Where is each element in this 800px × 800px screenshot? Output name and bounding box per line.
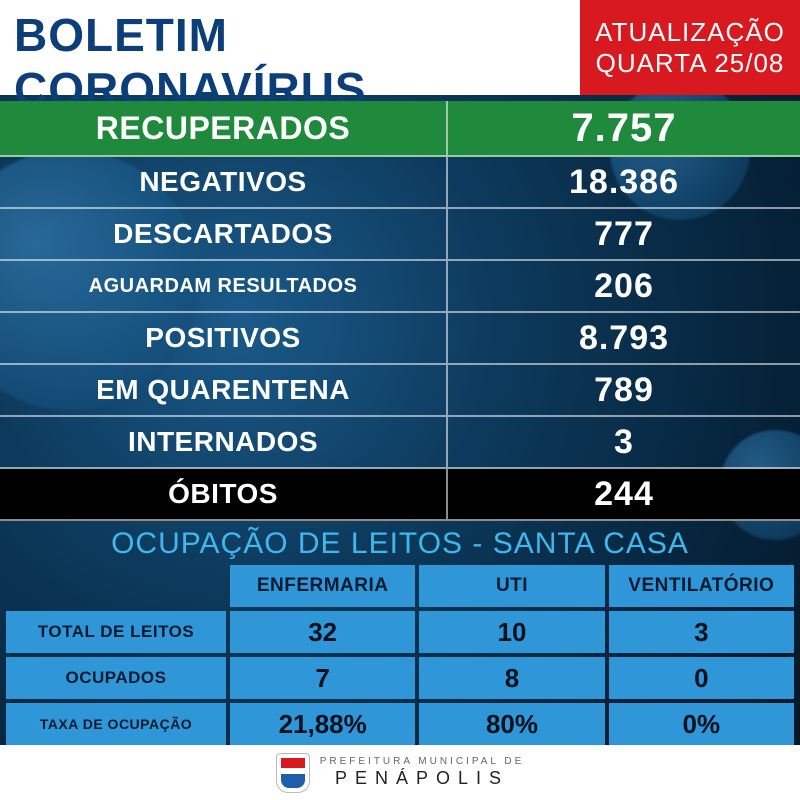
occupancy-blank	[6, 565, 226, 607]
occupancy-value: 21,88%	[230, 703, 415, 745]
occupancy-value: 80%	[419, 703, 604, 745]
footer-line1: PREFEITURA MUNICIPAL DE	[320, 756, 525, 768]
stats-label: RECUPERADOS	[0, 101, 448, 155]
stats-row: EM QUARENTENA789	[0, 365, 800, 417]
occupancy-col-header: ENFERMARIA	[230, 565, 415, 607]
stats-value: 789	[448, 365, 800, 415]
bulletin-card: BOLETIM CORONAVÍRUS PROTEJA SUA FAMÍLIA …	[0, 0, 800, 800]
stats-value: 3	[448, 417, 800, 467]
stats-label: EM QUARENTENA	[0, 365, 448, 415]
stats-row: DESCARTADOS777	[0, 209, 800, 261]
stats-label: AGUARDAM RESULTADOS	[0, 261, 448, 311]
occupancy-row-header: OCUPADOS	[6, 657, 226, 699]
header-left: BOLETIM CORONAVÍRUS PROTEJA SUA FAMÍLIA …	[0, 0, 580, 95]
stats-row: AGUARDAM RESULTADOS206	[0, 261, 800, 313]
stats-label: INTERNADOS	[0, 417, 448, 467]
header: BOLETIM CORONAVÍRUS PROTEJA SUA FAMÍLIA …	[0, 0, 800, 95]
stats-value: 244	[448, 469, 800, 519]
occupancy-value: 8	[419, 657, 604, 699]
occupancy-table: ENFERMARIAUTIVENTILATÓRIO TOTAL DE LEITOS…	[0, 565, 800, 745]
occupancy-value: 3	[609, 611, 794, 653]
occupancy-value: 0	[609, 657, 794, 699]
stats-value: 18.386	[448, 157, 800, 207]
stats-row: INTERNADOS3	[0, 417, 800, 469]
footer-text: PREFEITURA MUNICIPAL DE PENÁPOLIS	[320, 756, 525, 790]
stats-row: POSITIVOS8.793	[0, 313, 800, 365]
update-date: QUARTA 25/08	[596, 48, 785, 79]
stats-row: ÓBITOS244	[0, 469, 800, 521]
footer-line2: PENÁPOLIS	[320, 768, 525, 790]
occupancy-value: 10	[419, 611, 604, 653]
occupancy-row-header: TAXA DE OCUPAÇÃO	[6, 703, 226, 745]
footer: PREFEITURA MUNICIPAL DE PENÁPOLIS	[0, 745, 800, 800]
occupancy-row-header: TOTAL DE LEITOS	[6, 611, 226, 653]
header-title: BOLETIM CORONAVÍRUS	[14, 8, 566, 116]
stats-label: NEGATIVOS	[0, 157, 448, 207]
stats-value: 7.757	[448, 101, 800, 155]
stats-row: RECUPERADOS7.757	[0, 101, 800, 157]
stats-value: 206	[448, 261, 800, 311]
update-badge: ATUALIZAÇÃO QUARTA 25/08	[580, 0, 800, 95]
stats-label: ÓBITOS	[0, 469, 448, 519]
occupancy-col-header: UTI	[419, 565, 604, 607]
stats-label: DESCARTADOS	[0, 209, 448, 259]
occupancy-title: OCUPAÇÃO DE LEITOS - SANTA CASA	[0, 527, 800, 561]
occupancy-value: 32	[230, 611, 415, 653]
occupancy-value: 0%	[609, 703, 794, 745]
update-label: ATUALIZAÇÃO	[595, 17, 785, 48]
stats-row: NEGATIVOS18.386	[0, 157, 800, 209]
city-crest-icon	[276, 753, 310, 793]
stats-value: 777	[448, 209, 800, 259]
occupancy-value: 7	[230, 657, 415, 699]
stats-value: 8.793	[448, 313, 800, 363]
occupancy-col-header: VENTILATÓRIO	[609, 565, 794, 607]
stats-table: RECUPERADOS7.757NEGATIVOS18.386DESCARTAD…	[0, 101, 800, 521]
stats-label: POSITIVOS	[0, 313, 448, 363]
